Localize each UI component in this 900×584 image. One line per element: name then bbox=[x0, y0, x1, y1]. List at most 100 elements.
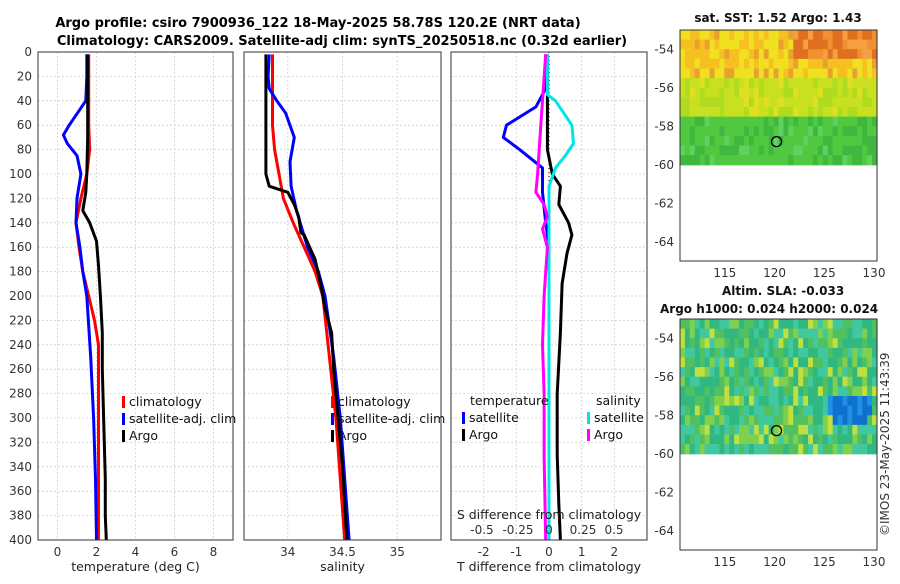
legend-header: salinity bbox=[596, 393, 641, 408]
map-cell bbox=[719, 319, 725, 330]
map-cell bbox=[857, 58, 863, 70]
map-cell bbox=[680, 444, 686, 455]
map-cell bbox=[744, 386, 750, 397]
map-cell bbox=[719, 376, 725, 387]
map-cell bbox=[798, 145, 804, 156]
map-cell bbox=[842, 155, 849, 166]
map-cell bbox=[684, 135, 691, 147]
map-cell bbox=[699, 155, 706, 166]
legend-swatch bbox=[587, 412, 590, 424]
map-cell bbox=[812, 396, 819, 407]
map-cell bbox=[758, 386, 765, 397]
map-cell bbox=[867, 39, 873, 50]
map-cell bbox=[827, 97, 834, 108]
map-cell bbox=[778, 87, 785, 98]
map-cell bbox=[758, 39, 765, 50]
map-cell bbox=[857, 434, 863, 445]
map-cell bbox=[724, 444, 730, 455]
map-cell bbox=[744, 357, 750, 368]
map-cell bbox=[808, 367, 814, 378]
map-cell bbox=[684, 357, 691, 368]
map-cell bbox=[793, 49, 799, 60]
map-cell bbox=[788, 405, 794, 416]
map-cell bbox=[822, 396, 829, 407]
map-cell bbox=[719, 396, 725, 407]
y-tick-label: 180 bbox=[9, 265, 32, 279]
map-cell bbox=[812, 338, 819, 349]
map-cell bbox=[748, 376, 755, 387]
map-cell bbox=[778, 444, 785, 455]
map-cell bbox=[822, 347, 829, 359]
map-cell bbox=[867, 405, 873, 416]
map-cell bbox=[768, 415, 775, 426]
map-cell bbox=[837, 319, 844, 330]
map-cell bbox=[852, 386, 858, 397]
map-cell bbox=[684, 78, 691, 89]
map-cell bbox=[852, 87, 858, 98]
map-cell bbox=[719, 107, 725, 118]
map-cell bbox=[684, 396, 691, 407]
map-cell bbox=[744, 58, 750, 70]
map-cell bbox=[680, 58, 686, 70]
map-cell bbox=[748, 49, 755, 60]
map-cell bbox=[734, 97, 740, 108]
map-cell bbox=[803, 68, 809, 79]
map-cell bbox=[862, 97, 868, 108]
map-cell bbox=[768, 39, 775, 50]
map-cell bbox=[862, 338, 868, 349]
map-cell bbox=[699, 319, 706, 330]
lon-tick-label: 125 bbox=[813, 555, 836, 569]
sla-subtitle: Argo h1000: 0.024 h2000: 0.024 bbox=[660, 302, 878, 316]
map-cell bbox=[808, 386, 814, 397]
map-cell bbox=[689, 328, 696, 339]
map-cell bbox=[857, 405, 863, 416]
map-cell bbox=[734, 126, 740, 137]
map-cell bbox=[724, 415, 730, 426]
map-cell bbox=[837, 367, 844, 378]
map-cell bbox=[788, 126, 794, 137]
map-cell bbox=[778, 338, 785, 349]
map-cell bbox=[852, 444, 858, 455]
map-cell bbox=[842, 30, 849, 41]
map-cell bbox=[753, 444, 760, 455]
map-cell bbox=[862, 78, 868, 89]
map-cell bbox=[822, 367, 829, 378]
map-cell bbox=[847, 444, 853, 455]
map-cell bbox=[867, 87, 873, 98]
map-cell bbox=[817, 405, 824, 416]
map-cell bbox=[867, 376, 873, 387]
map-cell bbox=[773, 97, 780, 108]
map-cell bbox=[729, 30, 735, 41]
map-cell bbox=[827, 376, 834, 387]
map-cell bbox=[832, 30, 839, 41]
map-cell bbox=[684, 405, 691, 416]
map-cell bbox=[862, 367, 868, 378]
map-cell bbox=[714, 39, 720, 50]
map-cell bbox=[817, 347, 824, 359]
map-cell bbox=[714, 30, 720, 41]
map-cell bbox=[763, 444, 770, 455]
sst-map: -54 -56 -58 -60 -62 -64 115 120 125 130 sat. SST: … bbox=[654, 11, 885, 280]
lon-tick-label: 115 bbox=[713, 266, 736, 280]
map-cell bbox=[734, 357, 740, 368]
map-cell bbox=[714, 155, 720, 166]
map-cell bbox=[739, 78, 745, 89]
map-cell bbox=[680, 155, 686, 166]
map-cell bbox=[783, 68, 789, 79]
map-cell bbox=[812, 68, 819, 79]
x-tick-label: 8 bbox=[210, 545, 218, 559]
map-cell bbox=[788, 319, 794, 330]
map-cell bbox=[817, 415, 824, 426]
map-cell bbox=[773, 135, 780, 147]
map-cell bbox=[798, 424, 804, 436]
map-cell bbox=[872, 405, 878, 416]
map-cell bbox=[729, 126, 735, 137]
map-cell bbox=[862, 376, 868, 387]
x-axis-label: salinity bbox=[320, 559, 365, 574]
map-cell bbox=[867, 338, 873, 349]
map-cell bbox=[758, 328, 765, 339]
map-cell bbox=[837, 357, 844, 368]
map-cell bbox=[729, 424, 735, 436]
map-cell bbox=[739, 444, 745, 455]
